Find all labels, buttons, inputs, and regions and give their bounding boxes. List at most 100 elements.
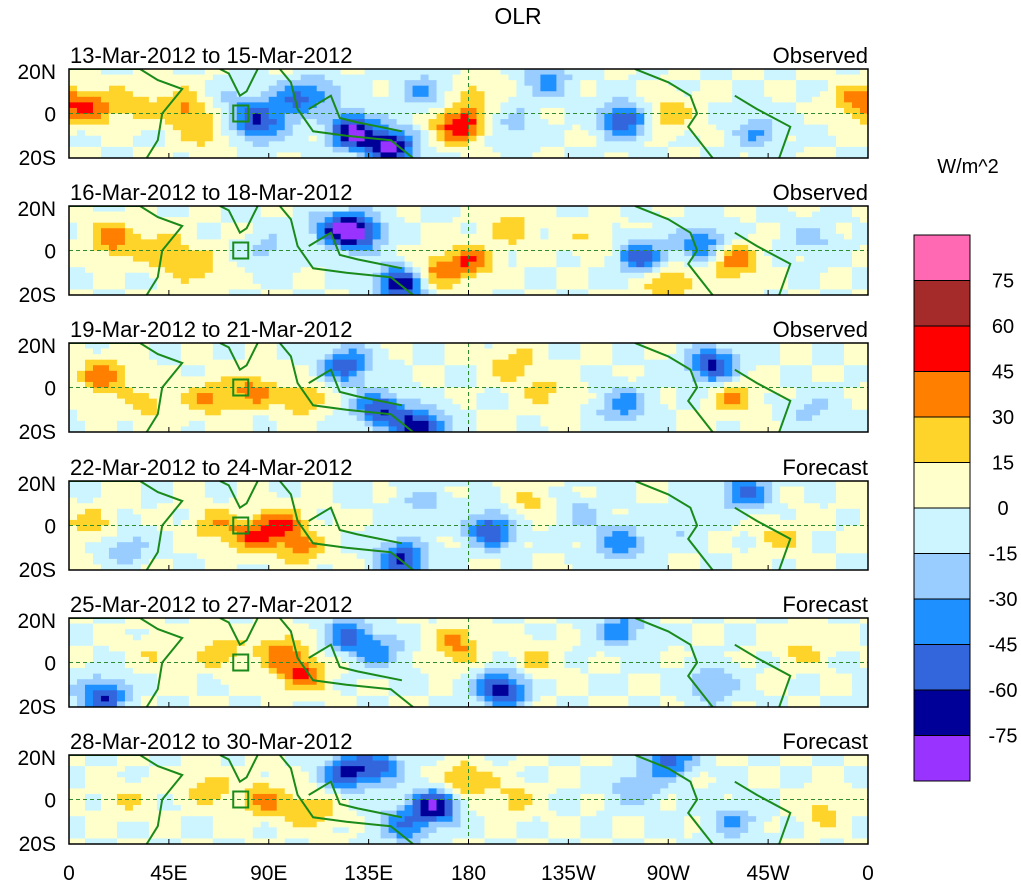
field-cell bbox=[180, 152, 190, 158]
field-cell bbox=[140, 222, 150, 229]
field-cell bbox=[612, 222, 621, 229]
field-cell bbox=[532, 289, 542, 295]
field-cell bbox=[796, 256, 805, 263]
field-cell bbox=[436, 348, 446, 355]
field-cell bbox=[612, 130, 621, 137]
field-cell bbox=[292, 146, 302, 154]
field-cell bbox=[692, 393, 701, 400]
field-cell bbox=[372, 398, 382, 405]
field-cell bbox=[612, 250, 621, 257]
field-cell bbox=[692, 211, 701, 218]
field-cell bbox=[668, 481, 677, 488]
field-cell bbox=[372, 354, 382, 361]
field-cell bbox=[260, 393, 270, 400]
field-cell bbox=[492, 107, 502, 115]
field-cell bbox=[412, 239, 422, 246]
field-cell bbox=[660, 381, 669, 389]
field-cell bbox=[268, 404, 278, 411]
field-cell bbox=[212, 376, 222, 383]
field-cell bbox=[564, 365, 573, 372]
field-cell bbox=[468, 283, 478, 291]
field-cell bbox=[212, 365, 222, 372]
field-cell bbox=[772, 381, 781, 389]
field-cell bbox=[748, 74, 757, 81]
field-cell bbox=[580, 152, 589, 158]
field-cell bbox=[804, 348, 813, 355]
field-cell bbox=[108, 233, 118, 240]
field-cell bbox=[380, 217, 390, 224]
field-cell bbox=[204, 393, 214, 400]
field-cell bbox=[220, 217, 230, 224]
field-cell bbox=[580, 343, 589, 350]
field-cell bbox=[740, 124, 749, 131]
field-cell bbox=[668, 250, 677, 257]
y-tick-label: 20N bbox=[17, 198, 56, 221]
field-cell bbox=[108, 107, 118, 115]
field-cell bbox=[436, 102, 446, 109]
field-cell bbox=[772, 146, 781, 154]
field-cell bbox=[300, 85, 310, 92]
field-cell bbox=[164, 85, 174, 92]
field-cell bbox=[116, 398, 126, 405]
field-cell bbox=[108, 381, 118, 389]
field-cell bbox=[708, 222, 717, 229]
field-cell bbox=[516, 80, 526, 87]
field-cell bbox=[668, 69, 677, 76]
field-cell bbox=[532, 222, 542, 229]
field-cell bbox=[84, 96, 94, 103]
field-cell bbox=[756, 222, 765, 229]
field-cell bbox=[836, 233, 845, 240]
field-cell bbox=[500, 152, 510, 158]
field-cell bbox=[604, 387, 613, 394]
field-cell bbox=[588, 222, 597, 229]
field-cell bbox=[788, 206, 797, 213]
field-cell bbox=[540, 250, 549, 257]
field-cell bbox=[436, 211, 446, 218]
field-cell bbox=[652, 393, 661, 400]
field-cell bbox=[76, 74, 86, 81]
field-cell bbox=[292, 91, 302, 98]
field-cell bbox=[748, 365, 757, 372]
field-cell bbox=[564, 85, 573, 92]
field-cell bbox=[348, 381, 358, 389]
field-cell bbox=[300, 426, 310, 432]
field-cell bbox=[844, 415, 853, 422]
field-cell bbox=[92, 381, 102, 389]
field-cell bbox=[748, 283, 757, 291]
field-cell bbox=[532, 348, 542, 355]
field-cell bbox=[148, 354, 158, 361]
panel-kind-label: Observed bbox=[773, 43, 868, 68]
field-cell bbox=[228, 370, 238, 377]
field-cell bbox=[252, 365, 262, 372]
field-cell bbox=[756, 91, 765, 98]
field-cell bbox=[540, 393, 549, 400]
field-cell bbox=[860, 141, 868, 148]
field-cell bbox=[804, 370, 813, 377]
field-cell bbox=[748, 130, 757, 137]
field-cell bbox=[204, 354, 214, 361]
field-cell bbox=[124, 222, 134, 229]
field-cell bbox=[788, 152, 797, 158]
field-cell bbox=[196, 222, 206, 229]
field-cell bbox=[524, 135, 534, 142]
field-cell bbox=[708, 289, 717, 295]
field-cell bbox=[492, 481, 502, 488]
field-cell bbox=[772, 211, 781, 218]
field-cell bbox=[548, 387, 557, 394]
field-cell bbox=[724, 96, 733, 103]
field-cell bbox=[412, 393, 422, 400]
field-cell bbox=[100, 239, 110, 246]
field-cell bbox=[84, 354, 94, 361]
field-cell bbox=[116, 348, 126, 355]
field-cell bbox=[860, 278, 868, 285]
field-cell bbox=[244, 135, 254, 142]
field-cell bbox=[524, 119, 534, 126]
field-cell bbox=[204, 343, 214, 350]
field-cell bbox=[604, 261, 613, 268]
field-cell bbox=[700, 420, 709, 428]
field-cell bbox=[580, 244, 589, 252]
field-cell bbox=[524, 217, 534, 224]
field-cell bbox=[260, 239, 270, 246]
field-cell bbox=[172, 69, 182, 76]
field-cell bbox=[844, 278, 853, 285]
